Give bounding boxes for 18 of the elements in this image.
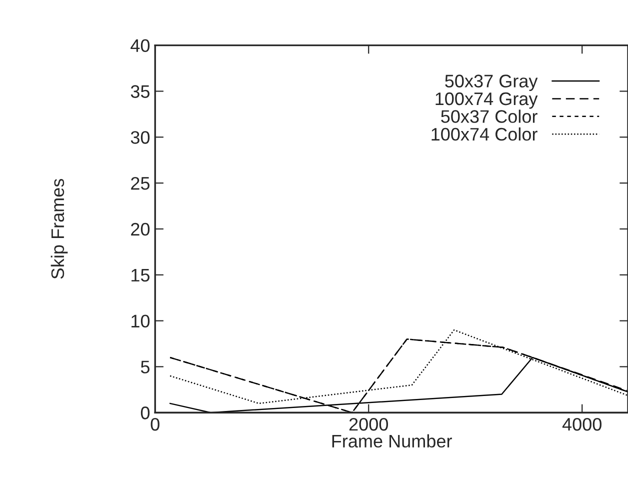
y-tick-label: 35 bbox=[130, 85, 150, 98]
legend-label: 50x37 Color bbox=[441, 110, 538, 123]
legend-label: 50x37 Gray bbox=[445, 74, 538, 92]
x-tick-label: 2000 bbox=[349, 418, 388, 431]
y-tick-label: 15 bbox=[132, 268, 150, 282]
legend-label: 100x74 Gray bbox=[436, 92, 538, 109]
x-axis-title: Frame Number bbox=[332, 434, 452, 448]
y-tick-label: 30 bbox=[130, 131, 150, 144]
y-tick-label: 20 bbox=[131, 222, 150, 236]
x-tick-label: 0 bbox=[150, 418, 160, 431]
y-tick-label: 10 bbox=[132, 314, 150, 328]
y-tick-label: 0 bbox=[140, 406, 150, 420]
y-tick-label: 25 bbox=[131, 176, 150, 190]
y-tick-label: 5 bbox=[140, 360, 150, 374]
legend-label: 100x74 Color bbox=[432, 127, 538, 141]
x-tick-label: 4000 bbox=[562, 418, 602, 431]
y-tick-label: 40 bbox=[130, 39, 150, 52]
y-axis-title: Skip Frames bbox=[50, 178, 68, 279]
